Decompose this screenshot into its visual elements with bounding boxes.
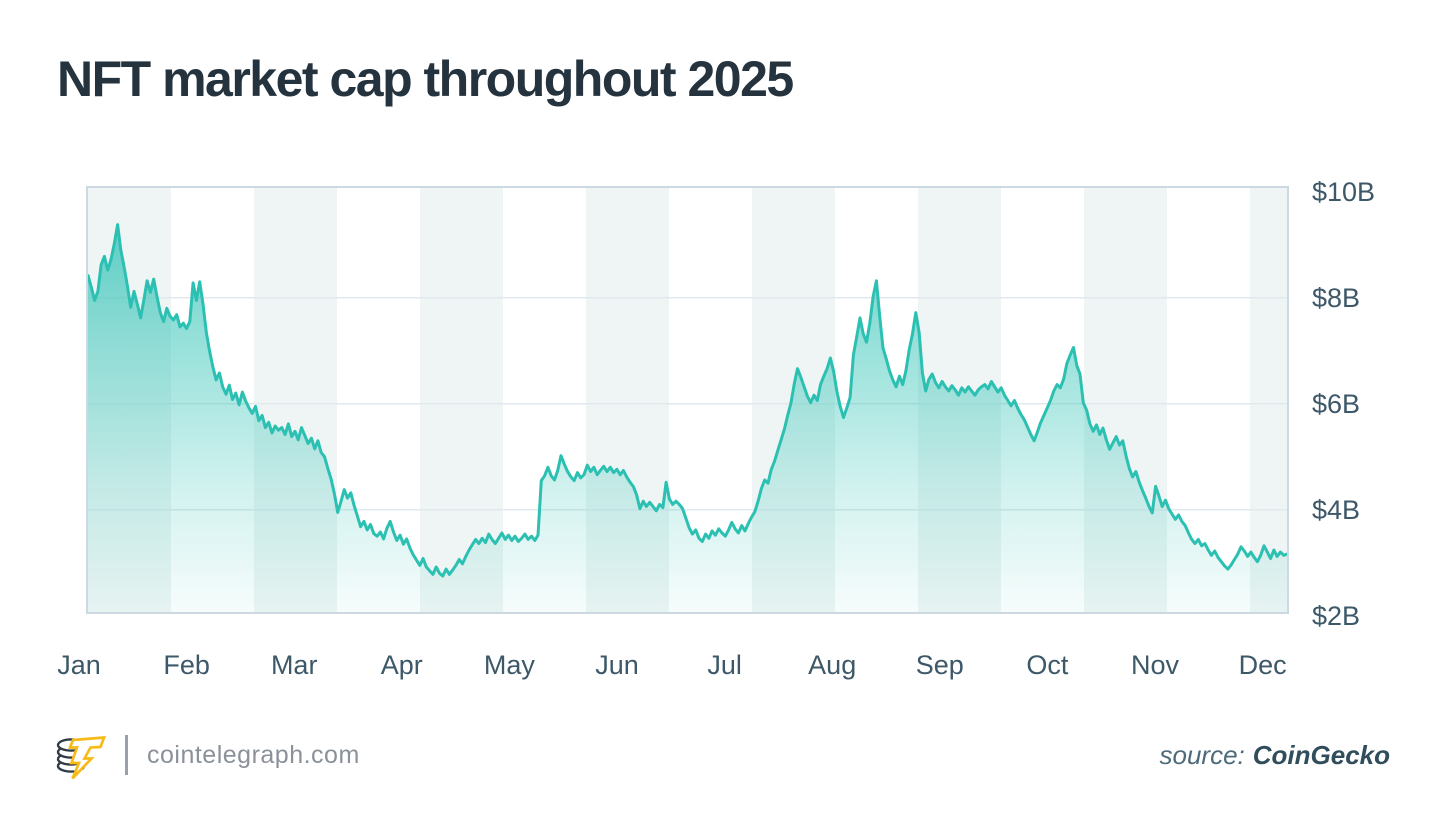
x-tick-label: Dec	[1238, 650, 1287, 680]
x-tick-label: Sep	[915, 650, 964, 680]
x-tick-label: May	[483, 650, 535, 680]
area-fill	[88, 224, 1287, 612]
nft-market-cap-series	[88, 223, 1287, 612]
x-tick-label: Aug	[808, 650, 857, 680]
brand-domain-text: cointelegraph.com	[147, 741, 360, 769]
lightning-bolt-t-icon	[68, 735, 106, 780]
x-tick-label: Apr	[380, 650, 423, 680]
y-tick-label: $2B	[1312, 601, 1361, 632]
x-tick-label: Oct	[1026, 650, 1069, 680]
x-tick-label: Mar	[270, 650, 318, 680]
x-tick-label: Jan	[57, 650, 101, 680]
source-attribution: source: CoinGecko	[1159, 740, 1390, 771]
cointelegraph-logo	[56, 735, 106, 780]
y-axis-labels: $10B $8B $6B $4B $2B	[1312, 177, 1442, 631]
footer: cointelegraph.com source: CoinGecko	[0, 726, 1450, 796]
x-tick-label: Jul	[707, 650, 742, 680]
source-label: source:	[1159, 740, 1245, 770]
market-cap-line	[88, 223, 1287, 578]
page-title: NFT market cap throughout 2025	[57, 51, 794, 107]
footer-divider	[125, 735, 128, 775]
y-tick-label: $10B	[1312, 177, 1376, 208]
x-tick-label: Nov	[1130, 650, 1180, 680]
chart-plot-area	[86, 186, 1289, 614]
x-axis-labels: Jan Feb Mar Apr May Jun Jul Aug Sep Oct Nov Dec	[57, 650, 1289, 686]
x-tick-label: Feb	[163, 650, 210, 680]
market-cap-area-chart	[88, 223, 1287, 612]
y-tick-label: $6B	[1312, 389, 1361, 420]
y-tick-label: $4B	[1312, 495, 1361, 526]
y-tick-label: $8B	[1312, 283, 1361, 314]
x-tick-label: Jun	[595, 650, 639, 680]
source-value: CoinGecko	[1252, 740, 1390, 770]
